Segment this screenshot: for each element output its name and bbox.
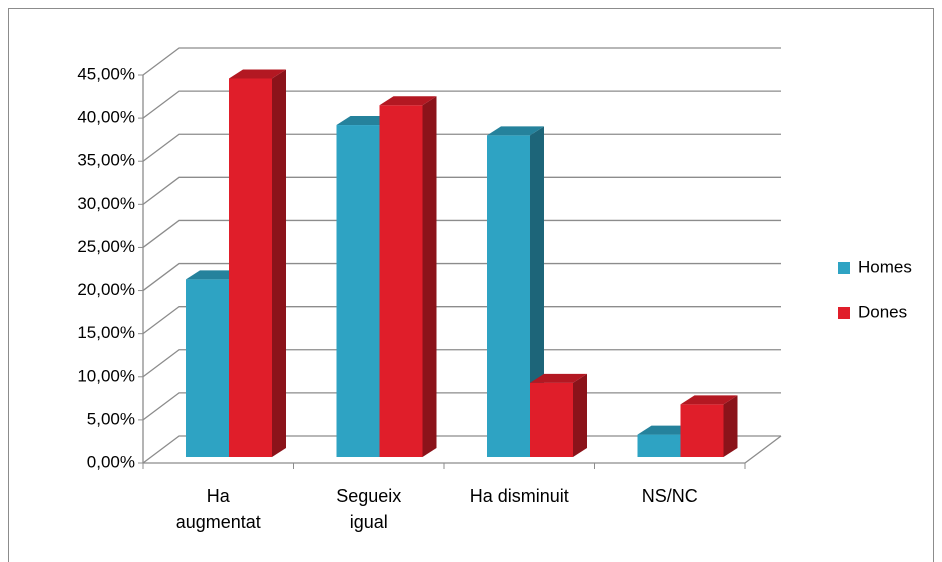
bar-side [530,126,544,457]
bar-front [680,404,724,457]
bar-front [229,78,272,458]
bar-top [229,69,286,79]
x-tick-label: Ha augmentat [175,486,261,532]
bar-front [336,125,380,458]
x-tick-label: Segueix igual [336,486,402,532]
bar-side [723,395,738,457]
legend-label: Dones [858,302,907,321]
legend-label: Homes [858,257,912,276]
y-tick-label: 10,00% [77,366,135,385]
bar-front [379,105,423,458]
bar-top [379,96,437,106]
bar-top [336,116,394,126]
bar-front [186,279,229,457]
bar-top [680,395,738,405]
y-tick-label: 40,00% [77,108,135,127]
bar-side [272,69,286,458]
y-tick-label: 25,00% [77,237,135,256]
bar [680,395,738,457]
bar-front [637,434,681,457]
bar-top [186,270,243,280]
bar-top [530,373,587,383]
x-tick-label: Ha disminuit [469,486,569,506]
bar-front [487,135,530,457]
grid-line [142,349,781,378]
bar-top [487,126,544,136]
y-tick-label: 5,00% [87,409,135,428]
bar-top [637,425,695,435]
grid-line [142,262,781,292]
x-tick-label: NS/NC [641,486,698,506]
bar [379,96,437,458]
grid-line [142,90,781,119]
bar [229,69,286,458]
y-tick-label: 0,00% [87,452,135,471]
bar-side [422,96,437,458]
y-tick-label: 35,00% [77,151,135,170]
bar [530,373,587,457]
y-tick-label: 20,00% [77,280,135,299]
grid-line [142,306,781,335]
chart-border [8,8,934,562]
legend-swatch [838,307,850,319]
y-tick-label: 45,00% [77,64,135,83]
grid-line [142,47,781,76]
bar-side [573,373,587,457]
bar-front [530,382,573,457]
y-tick-label: 30,00% [77,194,135,213]
bar [487,126,544,457]
legend-swatch [838,262,850,274]
grid-line [142,176,781,205]
y-tick-label: 15,00% [77,323,135,342]
grid-line [142,133,781,162]
grid-line [142,219,781,248]
